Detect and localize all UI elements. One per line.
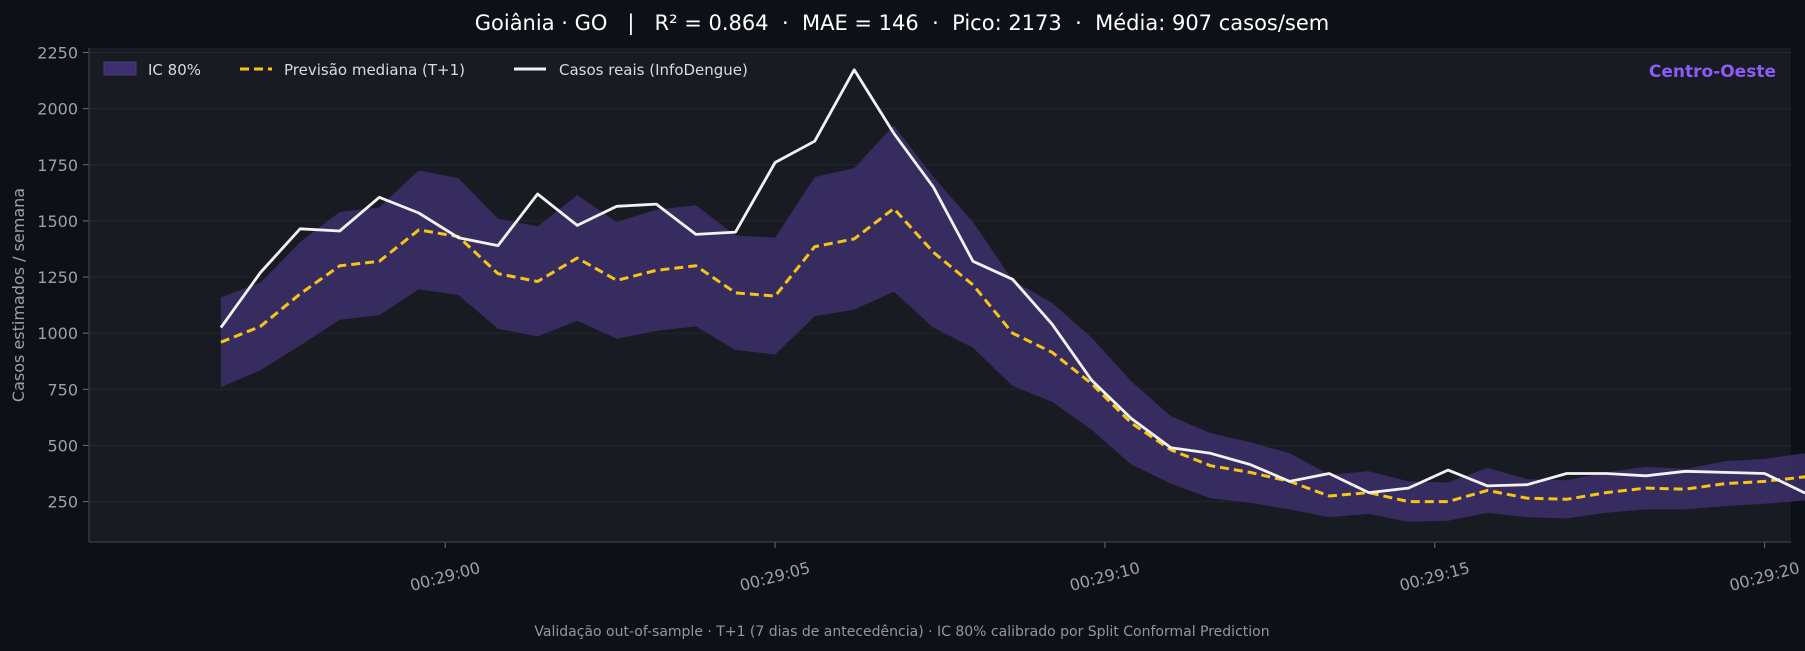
legend-label-real: Casos reais (InfoDengue) <box>559 61 748 79</box>
legend-label-ci: IC 80% <box>148 61 201 79</box>
y-tick-label: 500 <box>47 436 78 455</box>
x-tick-label: 00:29:20 <box>1727 558 1801 595</box>
chart-title: Goiânia · GO | R² = 0.864 · MAE = 146 · … <box>475 11 1330 36</box>
y-tick-label: 2250 <box>37 43 78 62</box>
y-tick-label: 1500 <box>37 212 78 231</box>
y-tick-label: 1750 <box>37 156 78 175</box>
x-tick-label: 00:29:00 <box>408 558 482 595</box>
median-forecast-line <box>220 207 1805 504</box>
x-tick-label: 00:29:10 <box>1068 558 1142 595</box>
legend-label-median: Previsão mediana (T+1) <box>284 61 465 79</box>
ci-band-layer <box>220 125 1805 522</box>
y-tick-label: 250 <box>47 493 78 512</box>
y-axis: 250 500 750 1000 1250 1500 1750 2000 2250 <box>37 43 89 512</box>
x-tick-label: 00:29:15 <box>1397 558 1471 595</box>
y-tick-label: 1000 <box>37 324 78 343</box>
legend: IC 80% Previsão mediana (T+1) Casos reai… <box>103 61 748 79</box>
region-label: Centro-Oeste <box>1649 62 1776 82</box>
y-tick-label: 1250 <box>37 268 78 287</box>
footer-caption: Validação out-of-sample · T+1 (7 dias de… <box>534 624 1269 640</box>
ci-band <box>220 125 1805 522</box>
y-axis-label: Casos estimados / semana <box>9 188 28 402</box>
series-lines-layer <box>219 68 1805 504</box>
y-tick-label: 2000 <box>37 100 78 119</box>
x-tick-label: 00:29:05 <box>738 558 812 595</box>
y-tick-label: 750 <box>47 380 78 399</box>
x-axis: 00:29:00 00:29:05 00:29:10 00:29:15 00:29:20… <box>408 542 1802 595</box>
real-cases-line <box>219 68 1805 495</box>
legend-swatch-ci <box>103 61 137 76</box>
